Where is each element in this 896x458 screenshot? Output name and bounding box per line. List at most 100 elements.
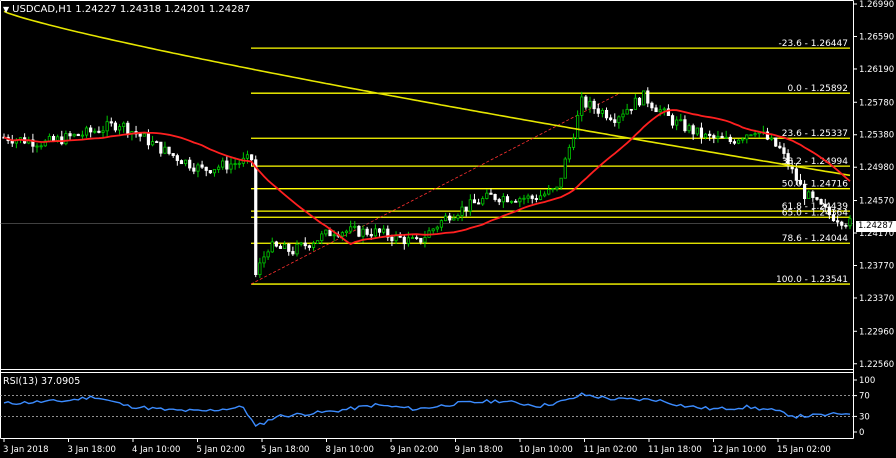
candle-body [225,160,229,170]
rsi-indicator-label: RSI(13) 37.0905 [3,376,81,387]
candle-body [258,262,262,276]
chart-header: ▼ USDCAD,H1 1.24227 1.24318 1.24201 1.24… [3,4,250,15]
candle-body [745,134,749,140]
moving-average-fast [3,109,851,246]
price-tick-label: 1.24980 [859,163,894,173]
candle-body [650,102,654,109]
candle-body [563,158,567,179]
time-tick-label: 5 Jan 18:00 [261,445,309,455]
candle-body [423,236,427,243]
candle-body [410,237,415,239]
candle-body [604,109,609,119]
candle-body [728,136,732,142]
candle-body [794,168,798,181]
candle-body [419,237,423,243]
candle-body [245,154,250,159]
candle-body [749,134,753,137]
rsi-tick-label: 30 [859,412,870,422]
candle-body [31,139,35,147]
candle-body [76,133,80,137]
fibonacci-retracement[interactable]: -23.6 - 1.26447 0.0 - 1.25892 23.6 - 1.253… [250,39,850,285]
candle-body [179,160,184,165]
candle-body [155,141,159,143]
candle-body [307,245,311,248]
candle-body [472,199,477,204]
candle-body [188,159,192,169]
candle-body [708,133,712,136]
candle-body [720,135,724,139]
candle-body [732,141,737,144]
candle-body [373,228,378,237]
candle-body [596,108,600,114]
price-tick-label: 1.23770 [859,261,894,271]
candle-body [435,226,439,230]
candle-body [365,228,369,235]
candle-body [493,193,497,200]
candle-body [68,133,72,137]
candle-body [703,133,708,138]
triangle-down-icon[interactable]: ▼ [3,5,10,14]
time-tick-label: 11 Jan 02:00 [584,445,638,455]
candle-body [633,97,638,110]
candle-body [840,221,844,226]
candle-body [64,133,68,145]
candle-body [204,166,208,171]
candle-body [509,200,514,203]
candle-body [357,225,361,237]
rsi-axis: 100 70 30 0 [0,376,875,438]
candle-body [295,243,299,255]
candle-body [827,206,831,216]
candle-body [221,160,225,168]
candle-body [344,230,349,234]
price-tick-label: 1.26190 [859,65,894,75]
candle-body [361,228,365,237]
candle-body [460,206,464,216]
candle-body [559,177,563,188]
price-tick-label: 1.26990 [859,0,894,10]
candle-body [163,146,167,154]
candle-body [551,188,555,191]
candle-body [171,153,175,156]
candle-body [815,197,819,200]
time-tick-label: 12 Jan 10:00 [713,445,767,455]
candle-body [501,196,505,203]
candle-body [117,126,122,131]
candle-body [716,135,720,139]
candle-body [353,225,357,228]
candle-body [654,107,658,113]
price-tick-label: 1.25380 [859,131,894,141]
candle-body [183,159,188,165]
candle-body [522,197,526,200]
candle-body [464,206,468,212]
time-tick-label: 10 Jan 10:00 [519,445,573,455]
candle-body [555,186,559,190]
candle-body [390,236,394,242]
candle-body [782,147,786,154]
price-tick-label: 1.26590 [859,32,894,42]
price-tick-label: 1.24170 [859,229,894,239]
moving-average-slow [3,10,851,177]
fib-level-label: 65.0 - 1.24364 [782,208,848,218]
candle-body [736,139,741,144]
time-tick-label: 4 Jan 10:00 [132,445,180,455]
candle-body [233,163,237,166]
symbol-quote-line: USDCAD,H1 1.24227 1.24318 1.24201 1.2428… [12,4,251,15]
fib-level-label: 100.0 - 1.23541 [776,275,848,285]
candle-body [658,109,662,113]
candle-body [769,137,774,140]
candle-body [485,192,489,199]
price-axis: 1.26990 1.26590 1.26190 1.25780 1.25380 1.249… [853,0,894,370]
candle-body [303,242,307,247]
candle-body [138,133,142,137]
candle-body [97,130,101,133]
candle-body [543,193,547,197]
candle-body [72,133,76,137]
candle-body [142,133,146,137]
candle-body [712,135,716,139]
candle-body [266,251,270,258]
candle-body [683,119,687,132]
candle-body [765,131,770,140]
candle-body [530,195,534,199]
candle-body [89,127,93,133]
